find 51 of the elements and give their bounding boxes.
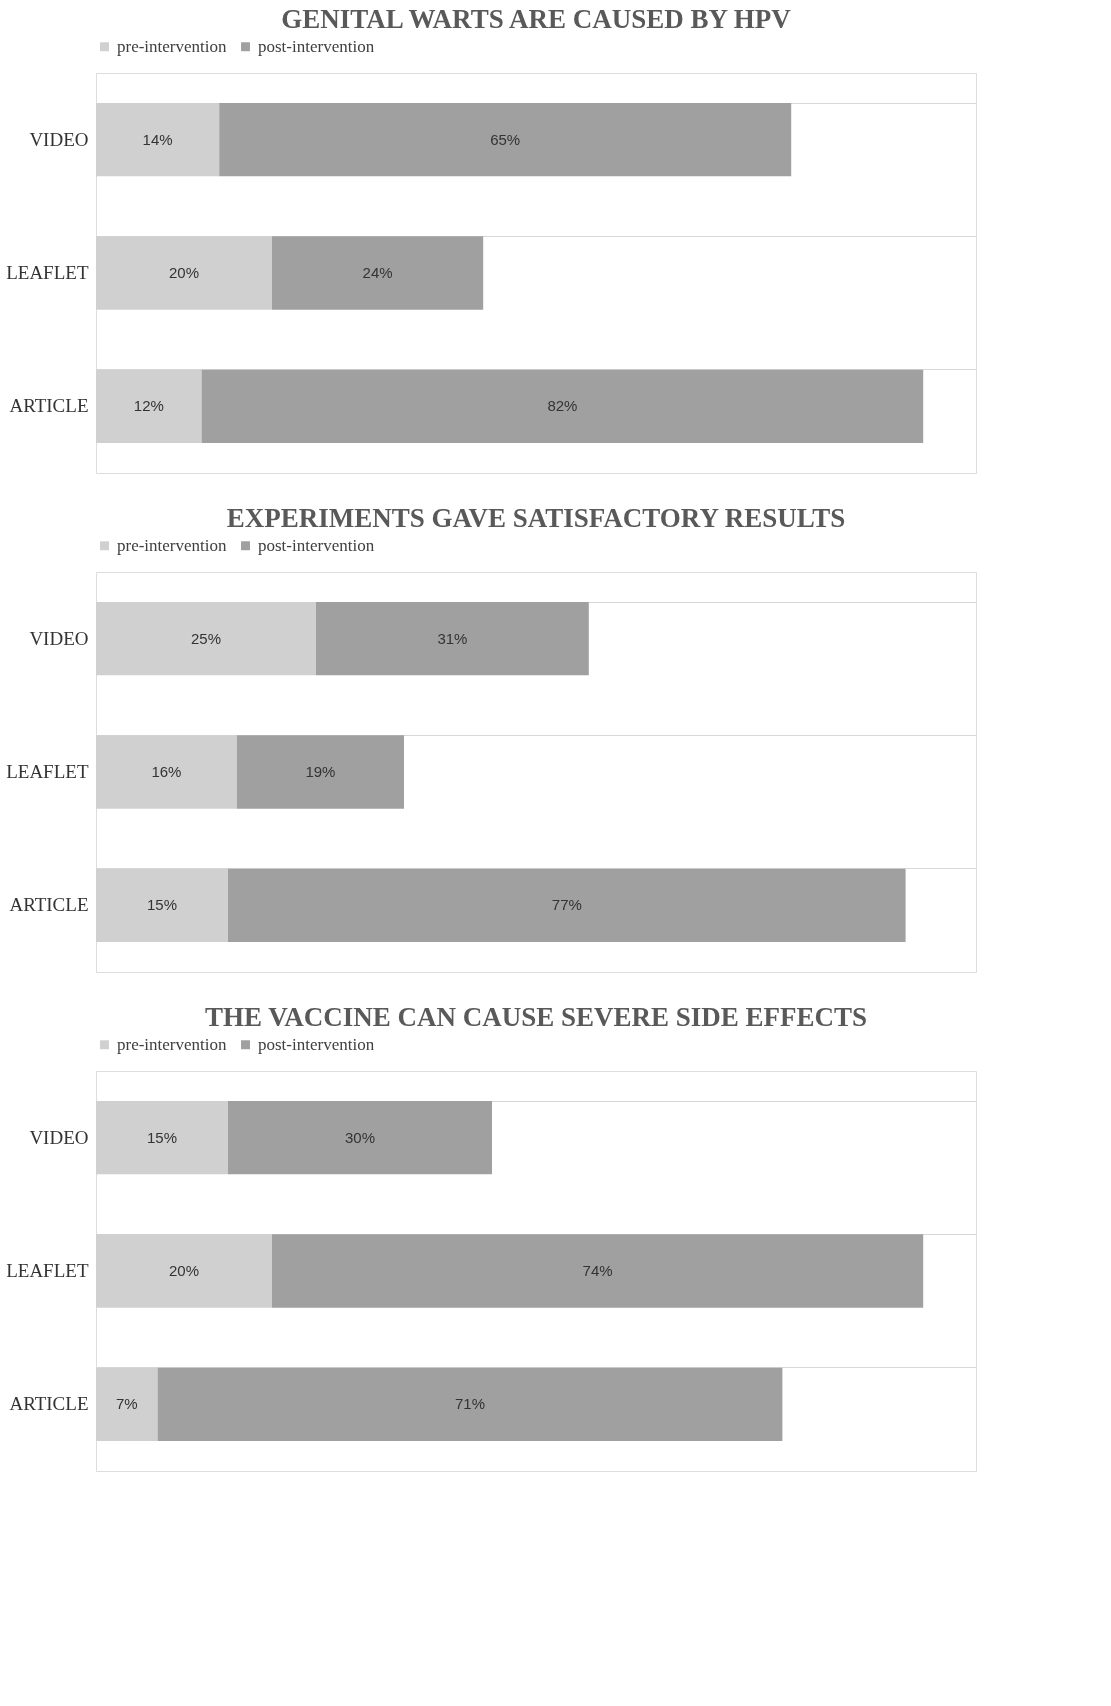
data-label: 7% [115, 1395, 138, 1413]
y-tick-label: ARTICLE [9, 894, 89, 916]
data-label: 82% [547, 397, 578, 415]
y-tick-label: VIDEO [29, 627, 89, 649]
bar [96, 103, 220, 177]
chart-title: GENITAL WARTS ARE CAUSED BY HPV [281, 4, 792, 34]
data-label: 30% [344, 1128, 376, 1146]
legend-label: pre-intervention [117, 36, 228, 56]
bar [96, 735, 237, 809]
data-label: 31% [437, 629, 468, 647]
data-label: 20% [168, 264, 200, 281]
bar [96, 236, 272, 310]
data-label: 25% [190, 629, 222, 647]
data-label: 19% [305, 763, 336, 780]
chart-title: EXPERIMENTS GAVE SATISFACTORY RESULTS [226, 503, 846, 533]
legend-label: post-intervention [258, 1034, 375, 1054]
bar [236, 735, 404, 809]
bar [219, 103, 792, 177]
data-label: 20% [168, 1262, 200, 1279]
data-label: 77% [551, 896, 582, 914]
data-label: 12% [133, 397, 164, 415]
y-tick-label: ARTICLE [9, 395, 89, 417]
chart-title: THE VACCINE CAN CAUSE SEVERE SIDE EFFECTS [204, 1002, 868, 1032]
bar [316, 602, 589, 676]
bar [201, 369, 924, 443]
y-tick-label: VIDEO [29, 128, 89, 150]
legend-label: pre-intervention [117, 535, 228, 555]
bar [96, 1101, 228, 1175]
bar [96, 1234, 272, 1308]
bar [272, 1234, 924, 1308]
data-label: 24% [362, 264, 393, 281]
bar [272, 236, 484, 310]
y-tick-label: LEAFLET [6, 1260, 89, 1281]
legend-label: post-intervention [258, 535, 375, 555]
data-label: 65% [490, 130, 521, 148]
data-label: 16% [151, 763, 182, 780]
bar [157, 1367, 783, 1441]
bar [228, 1101, 492, 1175]
data-label: 15% [146, 896, 178, 914]
data-label: 14% [142, 130, 173, 148]
legend-label: post-intervention [258, 36, 375, 56]
bar [96, 602, 316, 676]
data-label: 15% [146, 1128, 178, 1146]
y-tick-label: LEAFLET [6, 262, 89, 283]
y-tick-label: VIDEO [29, 1126, 89, 1148]
legend-label: pre-intervention [117, 1034, 228, 1054]
y-tick-label: ARTICLE [9, 1393, 89, 1415]
bar [228, 868, 906, 942]
y-tick-label: LEAFLET [6, 761, 89, 782]
data-label: 71% [454, 1395, 486, 1413]
data-label: 74% [582, 1262, 613, 1279]
